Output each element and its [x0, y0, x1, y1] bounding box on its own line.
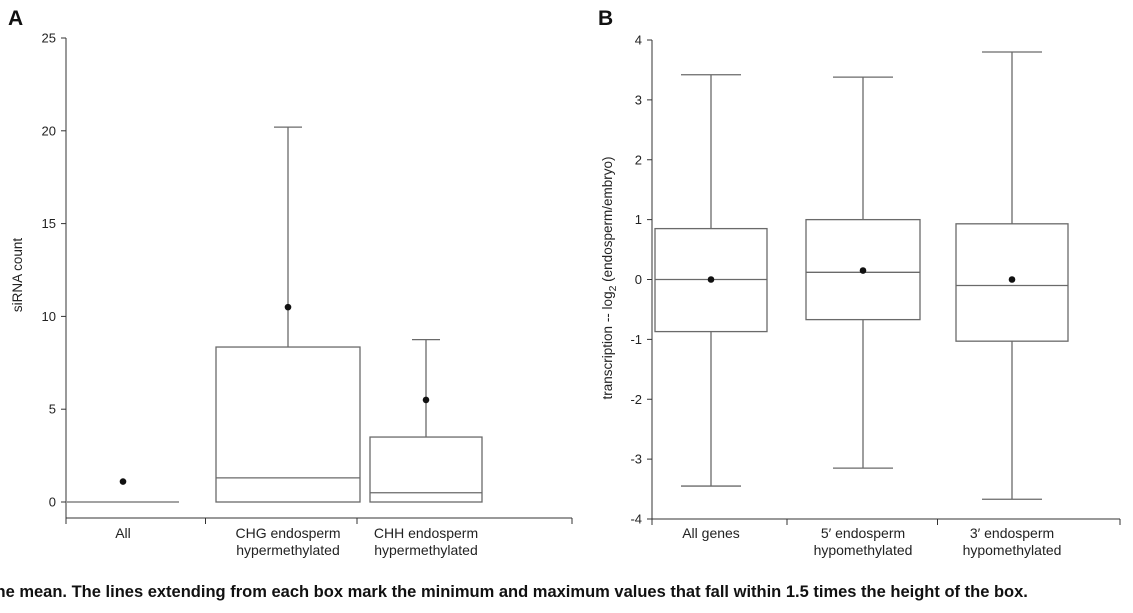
- panel-b-box-3: [955, 51, 1069, 500]
- panel-a-y-axis-label: siRNA count: [10, 238, 25, 313]
- panel-a-y-tick-label: 25: [42, 31, 56, 46]
- panel-b-y-tick-label: 1: [635, 212, 642, 227]
- panel-b-y-tick-label: 0: [635, 272, 642, 287]
- panel-a-y-tick-label: 0: [49, 495, 56, 510]
- panel-b-y-tick-label: 2: [635, 152, 642, 167]
- panel-b-box-2: [805, 76, 921, 469]
- panel-a-category-label: CHG endosperm: [235, 525, 340, 541]
- figure-caption: the mean. The lines extending from each …: [0, 583, 1028, 601]
- panel-b-iqr-box: [955, 223, 1069, 342]
- panel-a-y-tick-label: 10: [42, 309, 56, 324]
- panel-b-category-label: 5′ endosperm: [821, 525, 905, 541]
- panel-a-category-label-line2: hypermethylated: [374, 542, 478, 558]
- panel-b-mean-point: [859, 267, 867, 274]
- panel-a-label: A: [8, 7, 23, 30]
- panel-b-label: B: [598, 7, 613, 30]
- panel-a-mean-point: [119, 478, 127, 485]
- panel-a-iqr-box: [369, 436, 483, 503]
- panel-b-category-label: 3′ endosperm: [970, 525, 1054, 541]
- panel-b-y-axis-label-rest: (endosperm/embryo): [600, 157, 615, 286]
- panel-b-iqr-box: [805, 218, 921, 321]
- panel-b-y-axis-label-subscript: 2: [607, 285, 619, 291]
- panel-b-category-label-line2: hypomethylated: [963, 542, 1062, 558]
- panel-b-y-axis-label: transcription -- log2 (endosperm/embryo): [600, 157, 619, 400]
- panel-a-category-label: All: [115, 525, 131, 541]
- panel-a-box-1: [67, 478, 179, 503]
- panel-b-y-tick-label: -4: [630, 512, 642, 527]
- panel-b-boxplot: B transcription -- log2 (endosperm/embry…: [598, 7, 1121, 558]
- panel-a-boxplot: A siRNA count 0 5 10 15 20 25 All CHG endosperm…: [8, 7, 573, 558]
- panel-b-y-tick-label: -2: [630, 392, 642, 407]
- panel-a-category-label-line2: hypermethylated: [236, 542, 340, 558]
- panel-a-y-tick-label: 15: [42, 216, 56, 231]
- panel-b-box-1: [654, 74, 768, 487]
- panel-a-mean-point: [422, 396, 430, 404]
- panel-b-category-label-line2: hypomethylated: [814, 542, 913, 558]
- panel-b-y-tick-label: 3: [635, 92, 642, 107]
- panel-b-y-axis-label-main: transcription -- log: [600, 291, 615, 399]
- panel-a-y-tick-label: 5: [49, 402, 56, 417]
- panel-a-box-2: [215, 126, 361, 503]
- panel-b-y-tick-label: -1: [630, 332, 642, 347]
- panel-a-box-3: [369, 338, 483, 503]
- panel-a-mean-point: [284, 303, 292, 311]
- panel-a-y-tick-label: 20: [42, 123, 56, 138]
- panel-b-mean-point: [1008, 276, 1016, 283]
- panel-a-category-label: CHH endosperm: [374, 525, 478, 541]
- panel-b-category-label: All genes: [682, 525, 740, 541]
- panel-b-mean-point: [707, 276, 715, 283]
- panel-b-y-tick-label: 4: [635, 33, 642, 48]
- panel-b-y-tick-label: -3: [630, 452, 642, 467]
- panel-a-iqr-box: [215, 346, 361, 503]
